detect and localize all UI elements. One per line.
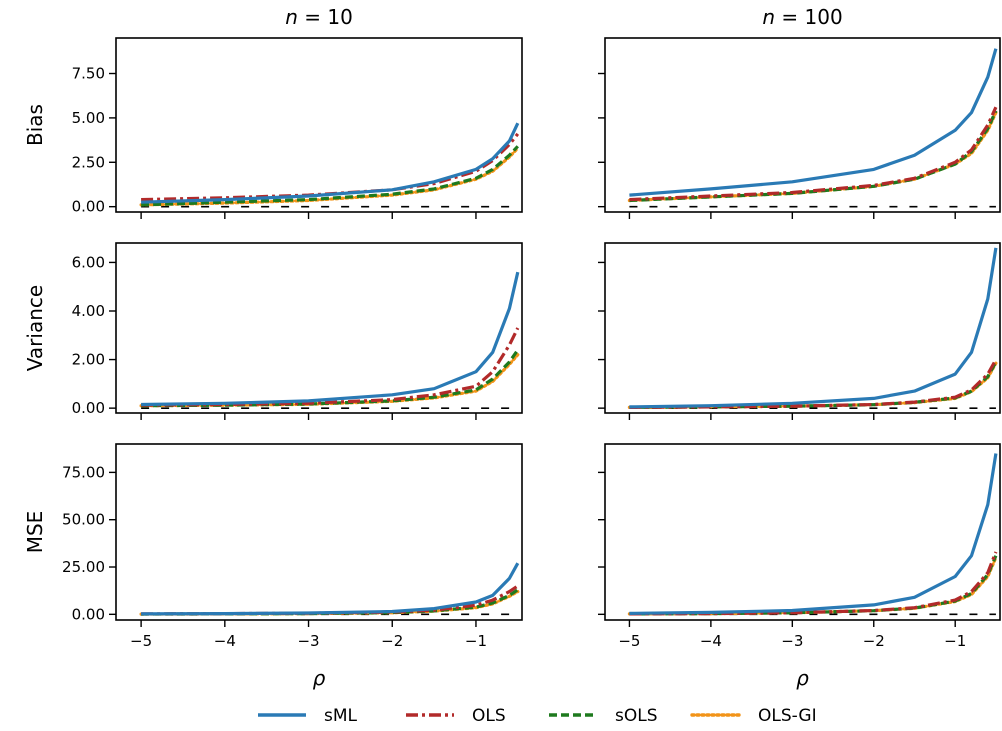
legend-item-sml: sML — [258, 706, 358, 726]
axes-frame — [115, 242, 523, 414]
y-axis-label: Bias — [23, 104, 47, 146]
y-axis-label: Variance — [23, 285, 47, 371]
series-line-ols — [629, 358, 998, 409]
x-tick-label: −5 — [130, 632, 152, 650]
x-tick-label: −4 — [700, 632, 722, 650]
axes-frame — [115, 37, 523, 213]
axes-frame — [604, 443, 1001, 621]
legend-label: sML — [324, 706, 358, 726]
panel-n100-bias: n = 100 — [598, 5, 1001, 219]
series-line-ols-gi — [627, 110, 998, 203]
y-tick-label: 2.00 — [72, 351, 105, 369]
legend-item-ols: OLS — [406, 706, 506, 726]
panel-n10-mse: 0.00 25.00 50.00 75.00 −5 −4 −3 −2 −1 MSE ρ — [23, 443, 523, 690]
legend-item-sols: sOLS — [549, 706, 658, 726]
x-tick-label: −1 — [465, 632, 487, 650]
legend: sML OLS sOLS OLS-GI — [258, 706, 817, 726]
series-line-sols — [141, 145, 519, 207]
panel-n10-bias: 0.00 2.50 5.00 7.50 Bias n = 10 — [23, 5, 523, 219]
series-line-sml — [629, 453, 998, 615]
series-line-sml — [629, 48, 998, 197]
x-tick-label: −3 — [781, 632, 803, 650]
y-tick-label: 50.00 — [62, 511, 105, 529]
axes-frame — [115, 443, 523, 621]
panel-n100-variance — [598, 242, 1001, 420]
series-line-sml — [629, 247, 998, 409]
y-tick-label: 25.00 — [62, 558, 105, 576]
series-line-sols — [629, 110, 998, 203]
axes-frame — [604, 242, 1001, 414]
y-tick-label: 75.00 — [62, 463, 105, 481]
panel-n100-mse: −5 −4 −3 −2 −1 ρ — [598, 443, 1001, 690]
y-tick-label: 4.00 — [72, 302, 105, 320]
x-tick-label: −2 — [863, 632, 885, 650]
y-tick-label: 0.00 — [72, 198, 105, 216]
x-axis-label: ρ — [313, 666, 326, 690]
x-tick-label: −5 — [618, 632, 640, 650]
legend-item-ols-gi: OLS-GI — [690, 706, 817, 726]
series-line-ols — [141, 327, 520, 407]
y-tick-label: 0.00 — [72, 399, 105, 417]
y-axis-label: MSE — [23, 511, 47, 554]
column-title: n = 10 — [285, 5, 353, 29]
panel-n10-variance: 0.00 2.00 4.00 6.00 Variance — [23, 242, 523, 420]
series-line-ols-gi — [627, 555, 998, 616]
x-axis-label: ρ — [796, 666, 809, 690]
x-tick-label: −1 — [944, 632, 966, 650]
x-tick-label: −4 — [214, 632, 236, 650]
series-line-sols — [141, 348, 520, 408]
y-tick-label: 6.00 — [72, 253, 105, 271]
legend-label: OLS-GI — [758, 706, 817, 726]
y-tick-label: 7.50 — [72, 65, 105, 83]
y-tick-label: 5.00 — [72, 109, 105, 127]
axes-frame — [604, 37, 1001, 213]
series-line-sml — [141, 562, 520, 616]
legend-label: sOLS — [615, 706, 658, 726]
series-line-ols — [629, 106, 998, 202]
x-tick-label: −3 — [297, 632, 319, 650]
y-tick-label: 0.00 — [72, 605, 105, 623]
series-line-sml — [141, 122, 520, 204]
x-tick-label: −2 — [381, 632, 403, 650]
series-line-ols — [141, 132, 520, 202]
legend-label: OLS — [472, 706, 506, 726]
series-line-ols-gi — [139, 146, 520, 207]
column-title: n = 100 — [762, 5, 842, 29]
y-tick-label: 2.50 — [72, 153, 105, 171]
series-line-sml — [141, 271, 520, 407]
plot-layer: 0.00 2.50 5.00 7.50 Bias n = 10 n = 100 0.00 2.0… — [23, 5, 1001, 690]
